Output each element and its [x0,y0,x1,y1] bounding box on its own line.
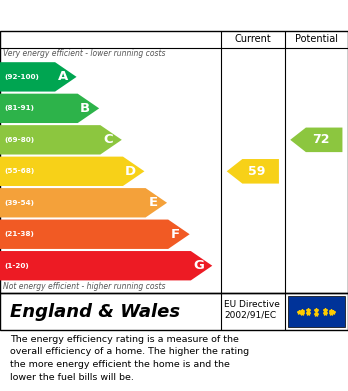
Text: The energy efficiency rating is a measure of the
overall efficiency of a home. T: The energy efficiency rating is a measur… [10,335,250,382]
Text: A: A [57,70,68,83]
Text: EU Directive
2002/91/EC: EU Directive 2002/91/EC [224,300,280,320]
Text: D: D [125,165,136,178]
Text: (69-80): (69-80) [4,137,34,143]
Polygon shape [0,125,122,154]
Polygon shape [0,220,190,249]
Text: G: G [193,259,204,272]
Polygon shape [0,188,167,217]
Text: Not energy efficient - higher running costs: Not energy efficient - higher running co… [3,282,166,291]
Text: (39-54): (39-54) [4,200,34,206]
Polygon shape [0,94,99,123]
Polygon shape [0,62,77,91]
Text: (92-100): (92-100) [4,74,39,80]
Text: Current: Current [235,34,271,45]
Polygon shape [290,127,342,152]
Polygon shape [0,251,212,280]
Text: Very energy efficient - lower running costs: Very energy efficient - lower running co… [3,49,166,58]
Text: B: B [80,102,90,115]
Text: E: E [149,196,158,209]
Polygon shape [227,159,279,184]
Text: F: F [171,228,180,241]
Text: C: C [103,133,113,146]
Text: Energy Efficiency Rating: Energy Efficiency Rating [69,8,279,23]
Text: 59: 59 [248,165,266,178]
Text: Potential: Potential [295,34,338,45]
Text: England & Wales: England & Wales [10,303,181,321]
Polygon shape [0,157,144,186]
Bar [288,296,345,327]
Text: 72: 72 [312,133,329,146]
Text: (1-20): (1-20) [4,263,29,269]
Text: (55-68): (55-68) [4,168,34,174]
Text: (21-38): (21-38) [4,231,34,237]
Text: (81-91): (81-91) [4,105,34,111]
